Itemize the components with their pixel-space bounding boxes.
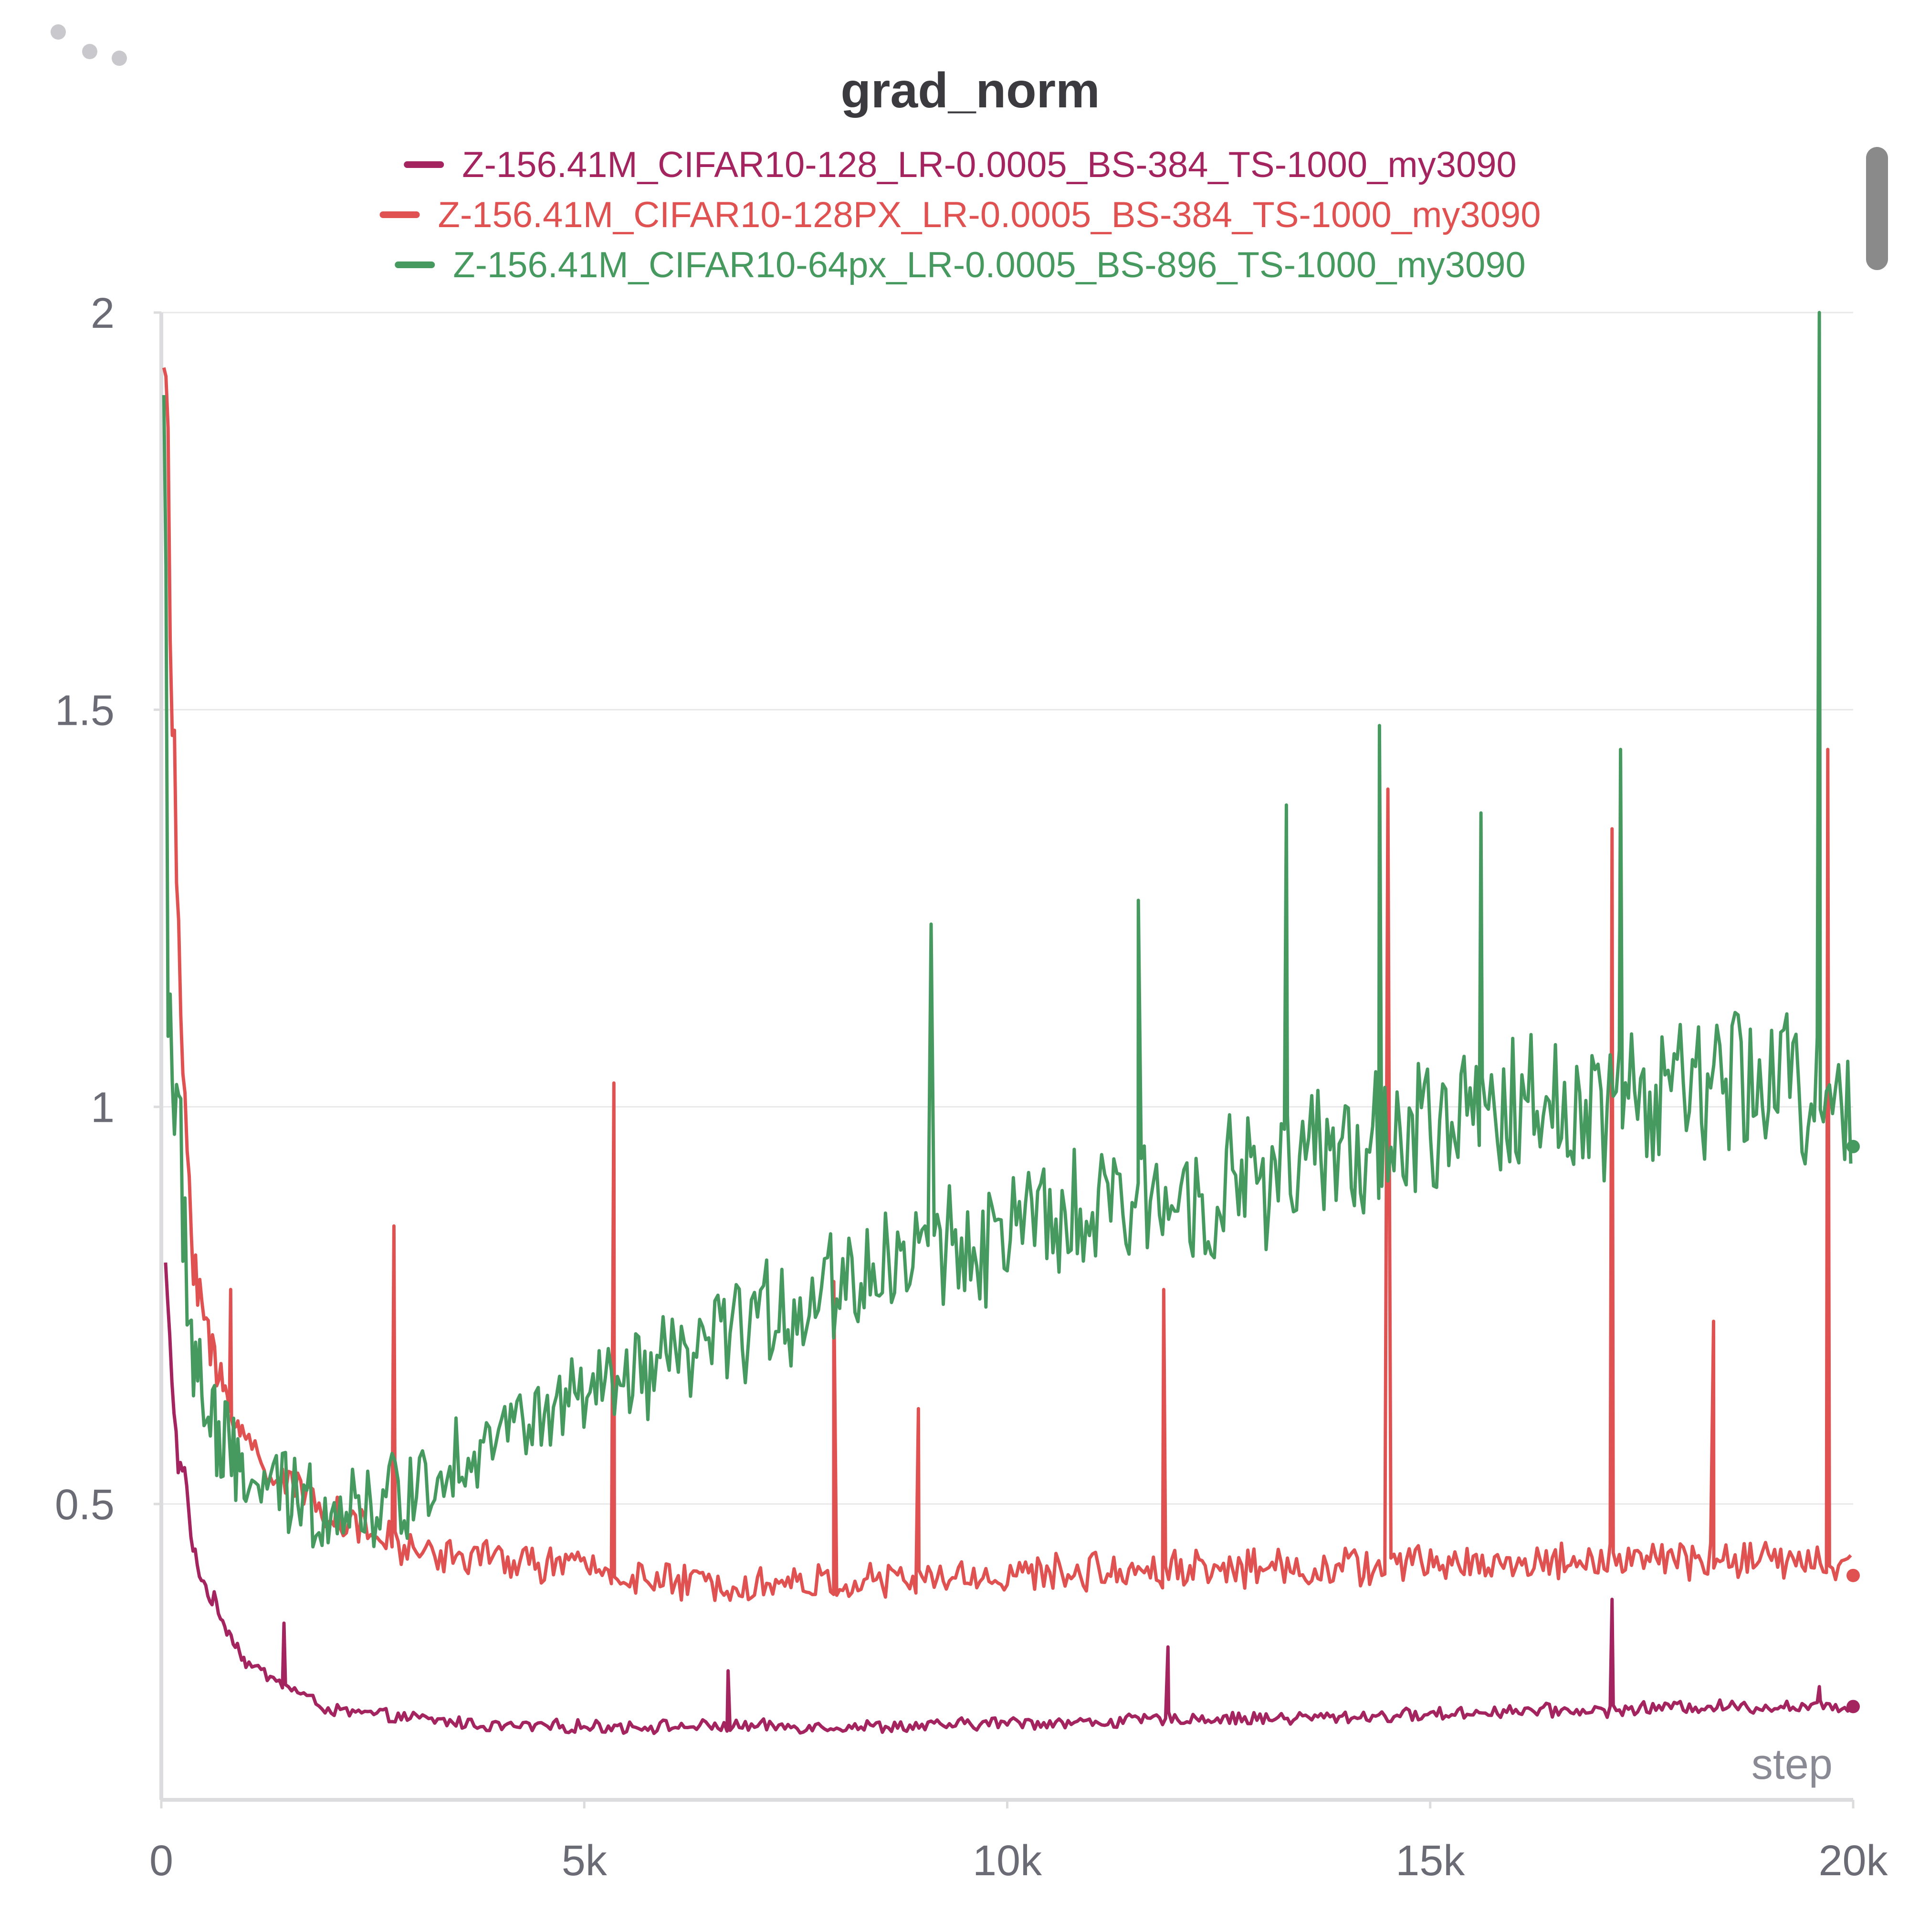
x-tick-label: 20k xyxy=(1818,1837,1888,1885)
y-axis-ticks: 0.5 1 1.5 2 xyxy=(55,290,161,1529)
series-line xyxy=(164,1262,1852,1735)
legend-label: Z-156.41M_CIFAR10-128PX_LR-0.0005_BS-384… xyxy=(438,195,1541,235)
legend-label: Z-156.41M_CIFAR10-128_LR-0.0005_BS-384_T… xyxy=(462,145,1517,185)
legend-item[interactable]: Z-156.41M_CIFAR10-64px_LR-0.0005_BS-896_… xyxy=(395,245,1526,285)
x-tick-label: 5k xyxy=(562,1837,608,1885)
legend-item[interactable]: Z-156.41M_CIFAR10-128_LR-0.0005_BS-384_T… xyxy=(404,145,1517,185)
x-tick-label: 10k xyxy=(973,1837,1042,1885)
x-axis-label: step xyxy=(1752,1741,1833,1788)
series-layer xyxy=(162,311,1860,1735)
y-tick-label: 0.5 xyxy=(55,1481,115,1529)
grid-lines xyxy=(161,312,1853,1505)
y-tick-label: 2 xyxy=(91,290,115,337)
legend-label: Z-156.41M_CIFAR10-64px_LR-0.0005_BS-896_… xyxy=(453,245,1526,285)
legend-item[interactable]: Z-156.41M_CIFAR10-128PX_LR-0.0005_BS-384… xyxy=(379,195,1541,235)
x-tick-label: 0 xyxy=(149,1837,173,1885)
series-end-marker xyxy=(1846,1700,1860,1713)
scrollbar-thumb[interactable] xyxy=(1866,147,1888,270)
y-tick-label: 1 xyxy=(91,1084,115,1132)
chart-legend: Z-156.41M_CIFAR10-128_LR-0.0005_BS-384_T… xyxy=(379,145,1541,285)
drag-dots-icon[interactable] xyxy=(51,24,127,66)
chart-title: grad_norm xyxy=(840,63,1100,118)
x-axis-ticks: 0 5k 10k 15k 20k xyxy=(149,1800,1888,1885)
y-tick-label: 1.5 xyxy=(55,687,115,734)
series-end-marker xyxy=(1846,1139,1860,1153)
series-line xyxy=(162,311,1853,1549)
series-end-marker xyxy=(1846,1568,1860,1582)
x-tick-label: 15k xyxy=(1395,1837,1465,1885)
series-line xyxy=(162,367,1852,1602)
